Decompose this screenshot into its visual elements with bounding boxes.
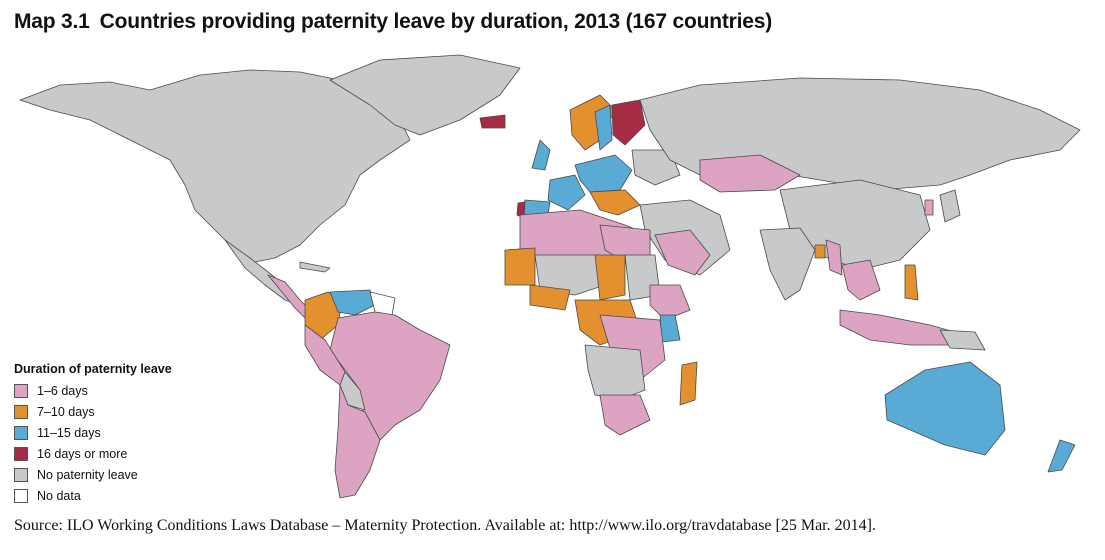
world-map [19,54,1081,499]
region-myanmar [825,239,843,276]
region-south-africa [599,394,651,436]
legend-swatch [14,425,28,440]
region-india [759,227,816,301]
region-madagascar [679,361,698,406]
region-philippines [904,264,919,301]
region-japan [939,189,961,223]
region-korea [924,199,934,216]
region-chad [594,254,626,301]
region-central-europe [574,154,633,193]
region-greenland [329,54,521,136]
region-guianas [369,291,396,316]
region-gulf-guinea [529,284,571,311]
legend-item-no-paternity-leave: No paternity leave [14,464,172,485]
region-new-zealand [1047,439,1076,473]
region-saudi-arabia [654,229,711,276]
region-venezuela [329,289,376,316]
legend-item-16-days-or-more: 16 days or more [14,443,172,464]
map-title-text: Countries providing paternity leave by d… [99,10,773,33]
region-southern-africa-grey [584,344,646,401]
region-sahel [534,254,606,296]
legend-label: 7–10 days [37,404,95,419]
region-central-america [267,274,311,319]
region-sweden [594,104,613,151]
legend-swatch [14,404,28,419]
legend-swatch [14,446,28,461]
region-new-guinea [939,329,986,351]
region-cuba [299,261,331,273]
legend-title: Duration of paternity leave [14,362,172,376]
region-australia [884,361,1006,456]
region-finland [611,99,646,146]
region-balkans [589,189,641,216]
legend-item-no-data: No data [14,485,172,506]
map-number: Map 3.1 [14,10,90,33]
region-uk [531,139,551,171]
region-france [547,174,586,211]
legend-label: 11–15 days [37,425,101,440]
legend-label: No paternity leave [37,467,138,482]
region-west-africa-orange [504,247,536,286]
legend-label: 1–6 days [37,383,88,398]
legend-item-1-6-days: 1–6 days [14,380,172,401]
legend-item-7-10-days: 7–10 days [14,401,172,422]
region-kenya [659,314,681,343]
legend-label: 16 days or more [37,446,128,461]
region-brazil [329,311,451,441]
legend: Duration of paternity leave 1–6 days 7–1… [14,362,172,506]
map-title: Map 3.1 Countries providing paternity lea… [14,10,772,34]
region-north-america [19,69,411,263]
legend-swatch [14,467,28,482]
legend-swatch [14,488,28,503]
source-note: Source: ILO Working Conditions Laws Data… [14,517,876,534]
region-bangladesh [814,244,826,259]
legend-label: No data [37,488,81,503]
legend-item-11-15-days: 11–15 days [14,422,172,443]
region-southern-cone [334,384,381,499]
region-iceland [479,114,506,129]
region-kazakhstan [699,154,801,193]
legend-swatch [14,383,28,398]
region-southeast-asia [841,259,881,301]
region-ethiopia [649,284,691,321]
